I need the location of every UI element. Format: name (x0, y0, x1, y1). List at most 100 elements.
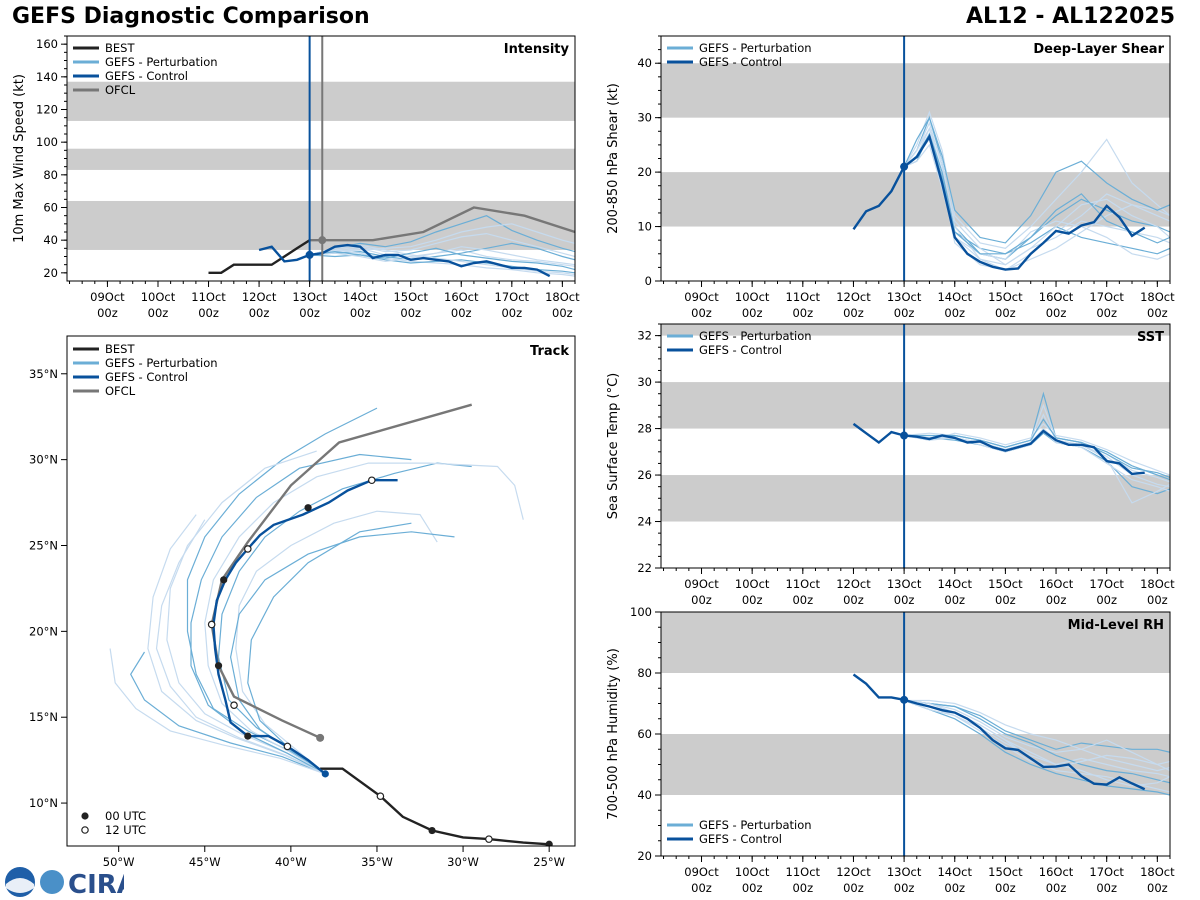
perturbation-member-shear-6 (903, 116, 1170, 244)
perturbation-track-8 (247, 522, 412, 775)
y-tick-label-intensity-1: 40 (43, 233, 58, 247)
x-tick-hour-shear-8: 00z (1096, 306, 1117, 320)
x-tick-hour-intensity-4: 00z (299, 306, 320, 320)
marker-legend-00utc-label: 00 UTC (105, 809, 146, 823)
perturbation-track-11 (147, 514, 326, 775)
x-tick-date-intensity-3: 12Oct (242, 290, 277, 304)
perturbation-track-4 (130, 651, 326, 775)
y-tick-label-intensity-6: 140 (36, 70, 58, 84)
marker-12utc-4 (367, 476, 376, 485)
y-tick-label-track-1: 15°N (29, 710, 58, 724)
x-tick-hour-shear-9: 00z (1147, 306, 1168, 320)
y-tick-label-sst-3: 28 (637, 422, 652, 436)
x-tick-hour-shear-2: 00z (792, 306, 813, 320)
x-tick-hour-intensity-8: 00z (501, 306, 522, 320)
x-tick-hour-intensity-9: 00z (552, 306, 573, 320)
perturbation-member-shear-8 (903, 127, 1170, 266)
x-tick-hour-rh-5: 00z (944, 881, 965, 895)
y-tick-label-shear-1: 10 (637, 220, 652, 234)
legend-label-intensity-2: GEFS - Control (105, 69, 188, 83)
perturbation-track-7 (204, 462, 524, 775)
cira-globe-icon (40, 870, 64, 894)
panel-title-track: Track (530, 344, 569, 359)
x-tick-date-intensity-6: 15Oct (393, 290, 428, 304)
panel-rh: 20 40 60 80 100 09Oct 00z 10Oct 00z 11Oct 00z 12Oct… (606, 605, 1175, 895)
x-tick-date-intensity-5: 14Oct (343, 290, 378, 304)
panel-shear: 0 10 20 30 40 09Oct 00z 10Oct 00z 11Oct 00z 12Oct 00… (606, 35, 1175, 320)
x-tick-hour-sst-0: 00z (691, 593, 712, 607)
control-init-marker-rh (900, 695, 909, 704)
x-tick-hour-sst-1: 00z (742, 593, 763, 607)
marker-legend-12utc-icon (81, 826, 89, 834)
cira-logo-text: CIRA (68, 870, 124, 900)
y-tick-label-track-2: 20°N (29, 624, 58, 638)
x-tick-label-track-3: 35°W (361, 855, 393, 869)
y-tick-label-rh-0: 20 (637, 849, 652, 863)
x-tick-date-shear-4: 13Oct (887, 290, 922, 304)
x-tick-date-rh-7: 16Oct (1039, 865, 1074, 879)
x-tick-hour-rh-8: 00z (1096, 881, 1117, 895)
y-tick-label-track-4: 30°N (29, 453, 58, 467)
x-tick-hour-rh-0: 00z (691, 881, 712, 895)
marker-00utc-best-1 (428, 826, 436, 835)
y-tick-label-shear-3: 30 (637, 111, 652, 125)
marker-12utc-3 (244, 545, 252, 553)
x-tick-date-sst-0: 09Oct (684, 577, 719, 591)
x-tick-date-shear-7: 16Oct (1039, 290, 1074, 304)
x-tick-hour-intensity-0: 00z (97, 306, 118, 320)
perturbation-member-rh-6 (904, 699, 1170, 784)
y-tick-label-shear-0: 0 (645, 274, 652, 288)
perturbation-member-intensity-0 (309, 215, 575, 256)
x-tick-date-rh-6: 15Oct (988, 865, 1023, 879)
x-tick-date-rh-8: 17Oct (1089, 865, 1124, 879)
y-tick-label-intensity-5: 120 (36, 103, 58, 117)
y-tick-label-intensity-4: 100 (36, 135, 58, 149)
marker-12utc-0 (283, 742, 292, 751)
series-sst-gefs-control (852, 422, 1145, 476)
panel-title-intensity: Intensity (504, 42, 570, 57)
x-tick-date-shear-6: 15Oct (988, 290, 1023, 304)
x-tick-date-intensity-4: 13Oct (292, 290, 327, 304)
y-tick-label-intensity-3: 80 (43, 168, 58, 182)
frame-track (66, 335, 576, 847)
x-tick-hour-rh-1: 00z (742, 881, 763, 895)
perturbation-member-shear-2 (903, 110, 1170, 249)
frame-sst (660, 323, 1171, 569)
band-shear-1 (661, 63, 1170, 118)
plot-area-rh (661, 612, 1170, 796)
marker-00utc-2 (214, 662, 223, 670)
plot-area-track (109, 403, 553, 846)
figure-title: GEFS Diagnostic Comparison (12, 4, 370, 29)
perturbation-member-shear-1 (903, 126, 1170, 271)
perturbation-member-intensity-5 (309, 223, 575, 256)
marker-legend-12utc-label: 12 UTC (105, 823, 146, 837)
y-axis-label-sst: Sea Surface Temp (°C) (606, 373, 621, 520)
x-tick-hour-sst-4: 00z (894, 593, 915, 607)
perturbation-track-10 (190, 453, 412, 775)
x-tick-date-shear-5: 14Oct (937, 290, 972, 304)
legend-label-sst-0: GEFS - Perturbation (699, 329, 812, 343)
x-tick-hour-shear-4: 00z (894, 306, 915, 320)
legend-label-shear-0: GEFS - Perturbation (699, 41, 812, 55)
noaa-gull-icon (6, 878, 34, 893)
band-intensity-1 (67, 148, 575, 170)
x-tick-hour-shear-7: 00z (1046, 306, 1067, 320)
x-tick-date-intensity-2: 11Oct (191, 290, 226, 304)
x-tick-date-shear-3: 12Oct (836, 290, 871, 304)
perturbation-member-intensity-9 (309, 247, 575, 271)
marker-00utc-4 (304, 504, 312, 512)
x-tick-hour-shear-0: 00z (691, 306, 712, 320)
x-tick-hour-rh-2: 00z (792, 881, 813, 895)
perturbation-track-5 (155, 519, 326, 775)
perturbation-member-rh-7 (903, 699, 1170, 769)
x-tick-date-shear-9: 18Oct (1140, 290, 1175, 304)
legend-label-intensity-3: OFCL (105, 83, 136, 97)
x-tick-hour-shear-5: 00z (944, 306, 965, 320)
perturbation-member-sst-6 (904, 418, 1170, 478)
x-tick-label-track-1: 45°W (189, 855, 221, 869)
x-tick-date-rh-5: 14Oct (937, 865, 972, 879)
x-tick-date-rh-9: 18Oct (1140, 865, 1175, 879)
x-tick-date-shear-0: 09Oct (684, 290, 719, 304)
noaa-cira-logo: CIRA (5, 867, 124, 900)
x-tick-hour-sst-6: 00z (995, 593, 1016, 607)
